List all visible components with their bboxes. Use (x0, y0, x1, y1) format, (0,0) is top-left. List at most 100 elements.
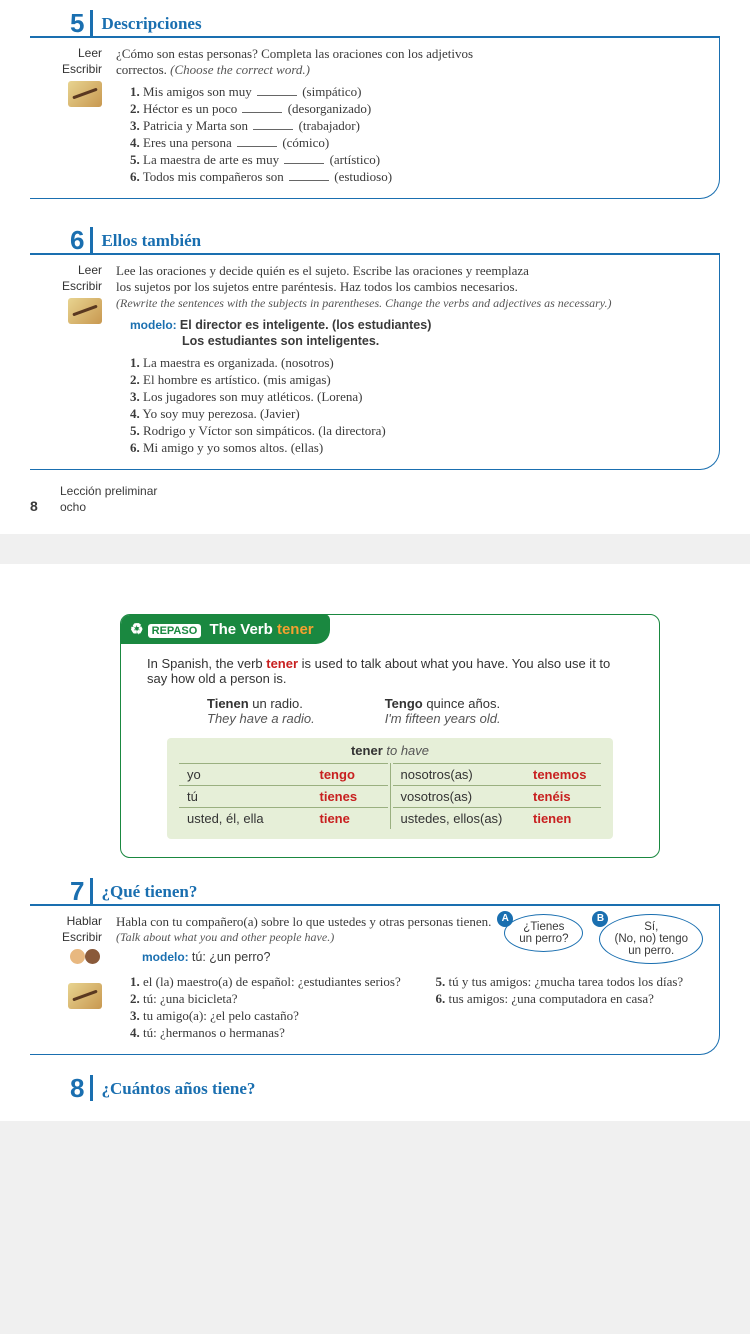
people-icon (68, 949, 102, 979)
list-item: 1. el (la) maestro(a) de español: ¿estud… (130, 974, 402, 990)
instr-text: Lee las oraciones y decide quién es el s… (116, 263, 529, 278)
footer-lesson: Lección preliminar (60, 484, 720, 498)
skill-label: Escribir (30, 930, 102, 946)
recycle-icon: ♻ (130, 621, 143, 638)
skill-label: Escribir (30, 62, 102, 78)
ex7-title: ¿Qué tienen? (93, 882, 197, 904)
ex6-body: Leer Escribir Lee las oraciones y decide… (30, 255, 720, 470)
pencil-icon (68, 983, 102, 1009)
conj-title-bold: tener (351, 743, 383, 758)
list-item: 2. El hombre es artístico. (mis amigas) (130, 372, 707, 388)
skill-label: Escribir (30, 279, 102, 295)
repaso-box: ♻ REPASO The Verb tener In Spanish, the … (120, 614, 660, 858)
list-item: 3. Patricia y Marta son (trabajador) (130, 118, 707, 134)
ex7-body: Hablar Escribir Habla con tu compañero(a… (30, 906, 720, 1055)
ex7-columns: 1. el (la) maestro(a) de español: ¿estud… (116, 973, 707, 1042)
ex6-number: 6 (70, 227, 93, 253)
instr-ital: (Talk about what you and other people ha… (116, 930, 492, 945)
skill-label: Leer (30, 263, 102, 279)
ex-rest: un radio. (249, 696, 303, 711)
repaso-title-verb: tener (277, 621, 314, 638)
page-footer: Lección preliminar 8ocho (60, 484, 720, 514)
intro-verb: tener (266, 656, 298, 671)
conj-row: ustedes, ellos(as)tienen (393, 808, 602, 829)
repaso-tab: ♻ REPASO The Verb tener (120, 614, 330, 644)
list-item: 5. La maestra de arte es muy (artístico) (130, 152, 707, 168)
ex-ital: They have a radio. (207, 711, 315, 726)
instr-text: Habla con tu compañero(a) sobre lo que u… (116, 914, 492, 930)
ex7-skills: Hablar Escribir (30, 914, 110, 1042)
modelo-label: modelo: (142, 950, 189, 964)
instr-text: correctos. (116, 62, 170, 77)
ex5-skills: Leer Escribir (30, 46, 110, 186)
bubble-line: ¿Tienes (523, 921, 564, 933)
conj-grid: yotengotútienesusted, él, ellatiene noso… (167, 763, 613, 839)
instr-ital: (Rewrite the sentences with the subjects… (116, 296, 611, 310)
example-a: Tienen un radio. They have a radio. (207, 696, 315, 726)
speech-bubble-b: Sí, (No, no) tengo un perro. (599, 914, 703, 964)
footer-pagenum: 8 (30, 498, 60, 514)
list-item: 3. Los jugadores son muy atléticos. (Lor… (130, 389, 707, 405)
skill-label: Hablar (30, 914, 102, 930)
list-item: 3. tu amigo(a): ¿el pelo castaño? (130, 1008, 402, 1024)
ex7-right-list: 5. tú y tus amigos: ¿mucha tarea todos l… (422, 973, 708, 1042)
ex7-left-list: 1. el (la) maestro(a) de español: ¿estud… (116, 973, 402, 1042)
list-item: 6. Mi amigo y yo somos altos. (ellas) (130, 440, 707, 456)
speech-bubble-a: ¿Tienes un perro? (504, 914, 583, 952)
ex8-number: 8 (70, 1075, 93, 1101)
instr-text: los sujetos por los sujetos entre parént… (116, 279, 518, 294)
bubble-line: (No, no) tengo (614, 933, 688, 945)
list-item: 1. Mis amigos son muy (simpático) (130, 84, 707, 100)
ex6-instructions: Lee las oraciones y decide quién es el s… (116, 263, 707, 311)
ex5-content: ¿Cómo son estas personas? Completa las o… (110, 46, 707, 186)
list-item: 4. tú: ¿hermanos o hermanas? (130, 1025, 402, 1041)
intro-text: In Spanish, the verb (147, 656, 266, 671)
page-top: 5 Descripciones Leer Escribir ¿Cómo son … (0, 0, 750, 534)
conj-row: yotengo (179, 763, 388, 786)
ex5-header: 5 Descripciones (30, 10, 720, 38)
conj-row: usted, él, ellatiene (179, 808, 388, 829)
conj-divider (390, 763, 391, 829)
modelo-text: tú: ¿un perro? (192, 950, 271, 964)
bubble-line: un perro. (628, 945, 674, 957)
modelo-label: modelo: (130, 318, 177, 332)
ex-rest: quince años. (423, 696, 500, 711)
bubble-line: Sí, (644, 921, 658, 933)
list-item: 6. tus amigos: ¿una computadora en casa? (436, 991, 708, 1007)
list-item: 6. Todos mis compañeros son (estudioso) (130, 169, 707, 185)
conj-row: nosotros(as)tenemos (393, 763, 602, 786)
list-item: 5. Rodrigo y Víctor son simpáticos. (la … (130, 423, 707, 439)
ex6-title: Ellos también (93, 231, 201, 253)
repaso-badge: REPASO (148, 624, 202, 638)
example-b: Tengo quince años. I'm fifteen years old… (385, 696, 501, 726)
bubble-line: un perro? (519, 933, 568, 945)
conj-title: tener to have (167, 738, 613, 763)
list-item: 4. Yo soy muy perezosa. (Javier) (130, 406, 707, 422)
ex5-number: 5 (70, 10, 93, 36)
ex-bold: Tienen (207, 696, 249, 711)
ex-bold: Tengo (385, 696, 423, 711)
list-item: 4. Eres una persona (cómico) (130, 135, 707, 151)
modelo-line: El director es inteligente. (los estudia… (180, 318, 431, 332)
ex-ital: I'm fifteen years old. (385, 711, 501, 726)
modelo-line: Los estudiantes son inteligentes. (182, 334, 379, 348)
ex6-content: Lee las oraciones y decide quién es el s… (110, 263, 707, 457)
instr-text: ¿Cómo son estas personas? Completa las o… (116, 46, 473, 61)
ex7-content: Habla con tu compañero(a) sobre lo que u… (110, 914, 707, 1042)
conj-row: tútienes (179, 786, 388, 808)
conjugation-table: tener to have yotengotútienesusted, él, … (167, 738, 613, 839)
ex6-list: 1. La maestra es organizada. (nosotros)2… (116, 355, 707, 456)
ex5-list: 1. Mis amigos son muy (simpático)2. Héct… (116, 84, 707, 185)
ex6-skills: Leer Escribir (30, 263, 110, 457)
ex5-title: Descripciones (93, 14, 201, 36)
conj-row: vosotros(as)tenéis (393, 786, 602, 808)
instr-ital: (Choose the correct word.) (170, 62, 310, 77)
ex7-instr-row: Habla con tu compañero(a) sobre lo que u… (116, 914, 707, 965)
list-item: 2. Héctor es un poco (desorganizado) (130, 101, 707, 117)
repaso-body: In Spanish, the verb tener is used to ta… (121, 644, 659, 857)
ex7-modelo: modelo: tú: ¿un perro? (116, 949, 492, 965)
page-bottom: ♻ REPASO The Verb tener In Spanish, the … (0, 564, 750, 1121)
footer-word: ocho (60, 500, 86, 514)
repaso-intro: In Spanish, the verb tener is used to ta… (147, 656, 633, 686)
conj-right: nosotros(as)tenemosvosotros(as)tenéisust… (393, 763, 602, 829)
